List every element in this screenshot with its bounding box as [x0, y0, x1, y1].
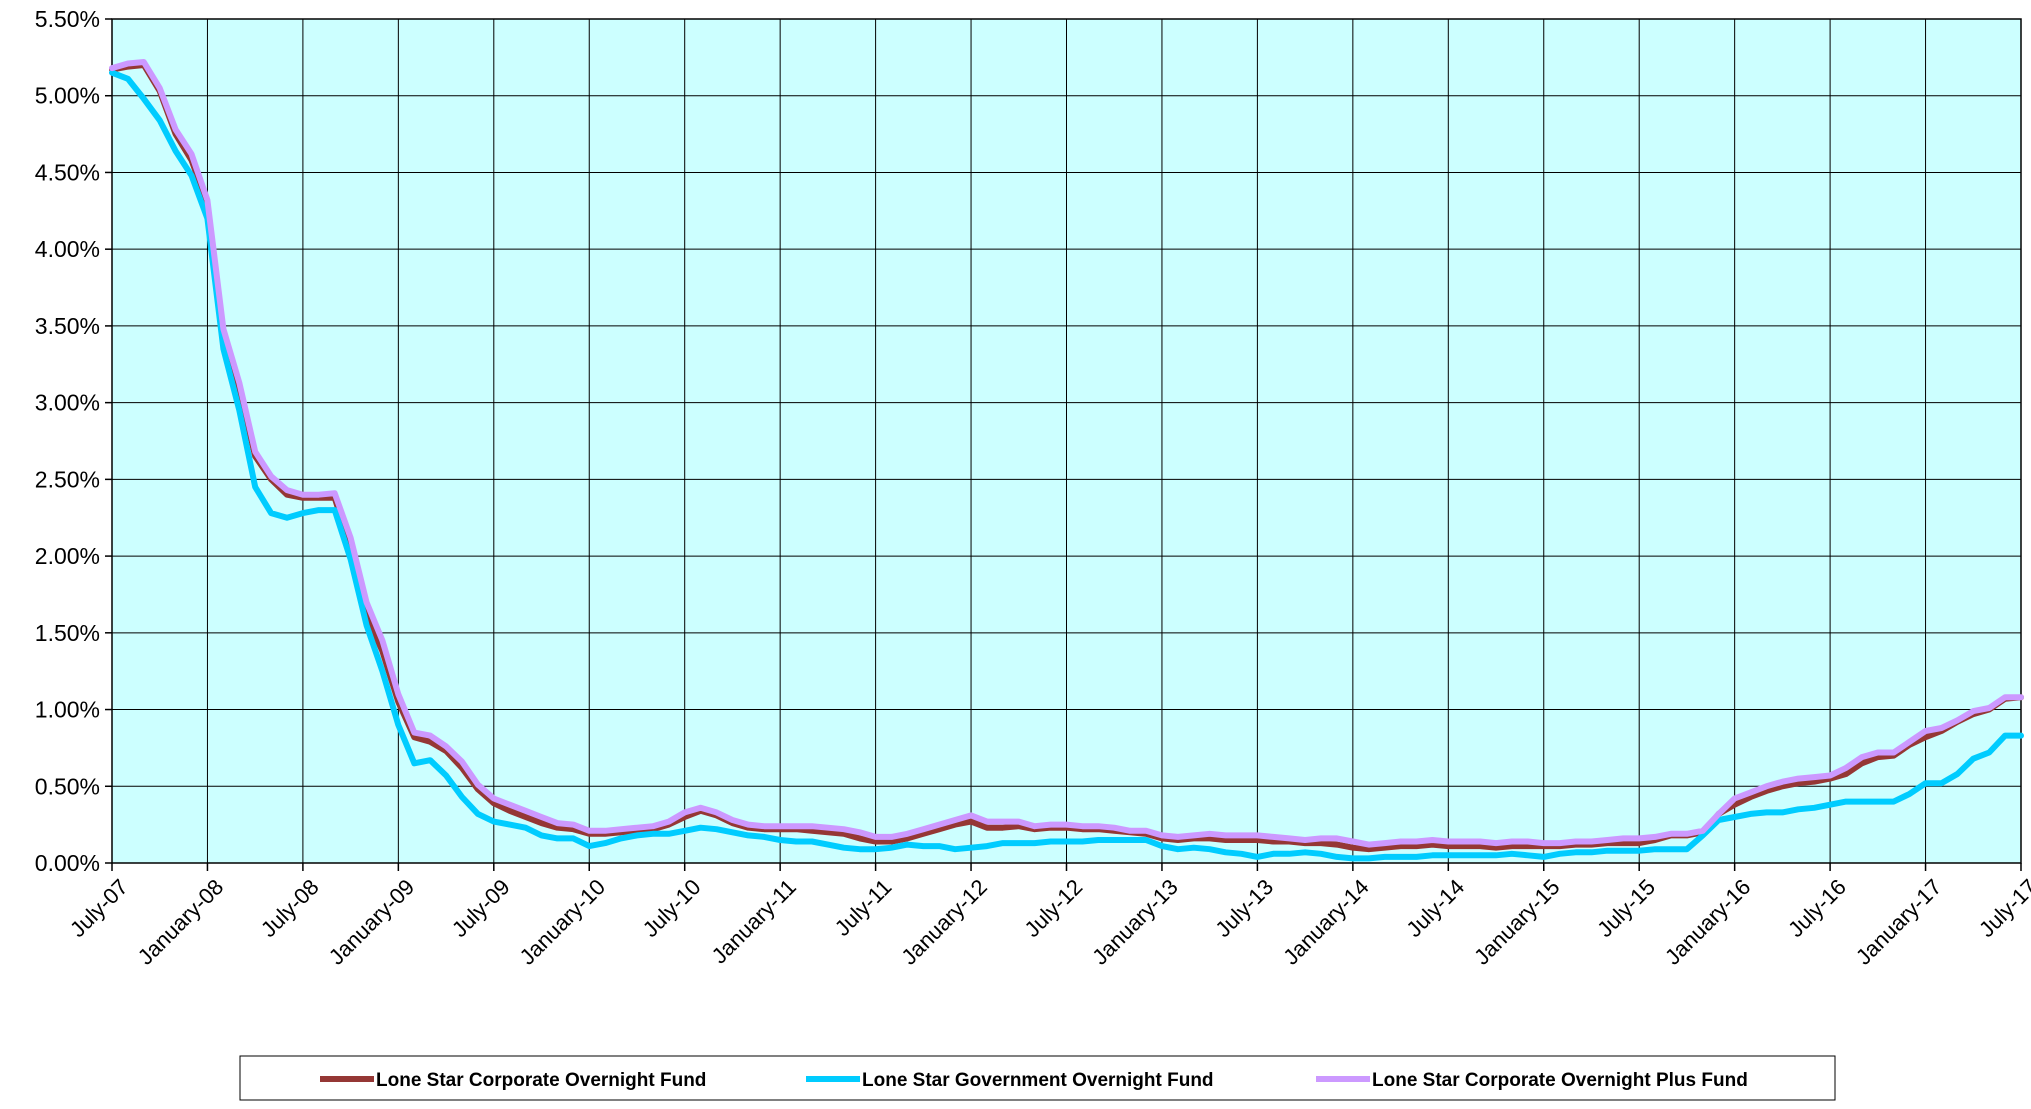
- x-tick-label: July-08: [256, 874, 324, 942]
- y-tick-label: 2.50%: [35, 466, 100, 492]
- x-tick-label: July-10: [638, 874, 706, 942]
- x-tick-label: July-14: [1401, 874, 1469, 942]
- grid-lines: [112, 19, 2021, 863]
- x-tick-label: July-16: [1783, 874, 1851, 942]
- x-tick-label: January-09: [324, 874, 420, 970]
- y-tick-label: 1.00%: [35, 697, 100, 723]
- series-lines: [109, 59, 2024, 862]
- x-axis: July-07 January-08 July-08 January-09 July-0…: [65, 863, 2031, 970]
- y-axis: 0.00% 0.50% 1.00% 1.50% 2.00% 2.50% 3.00% 3.50%…: [35, 6, 112, 876]
- x-tick-label: July-12: [1020, 874, 1088, 942]
- x-tick-label: January-08: [133, 874, 229, 970]
- y-tick-label: 4.00%: [35, 236, 100, 262]
- x-tick-label: July-09: [447, 874, 515, 942]
- y-tick-label: 4.50%: [35, 159, 100, 185]
- y-tick-label: 0.00%: [35, 850, 100, 876]
- legend-label-3: Lone Star Corporate Overnight Plus Fund: [1372, 1070, 1748, 1091]
- x-tick-label: January-14: [1278, 874, 1374, 970]
- y-tick-label: 3.50%: [35, 313, 100, 339]
- x-tick-label: January-10: [515, 874, 611, 970]
- x-tick-label: January-16: [1660, 874, 1756, 970]
- x-tick-label: July-17: [1974, 874, 2031, 942]
- x-tick-label: July-11: [830, 874, 897, 941]
- y-tick-label: 0.50%: [35, 773, 100, 799]
- x-tick-label: January-11: [707, 874, 801, 968]
- y-tick-label: 3.00%: [35, 390, 100, 416]
- x-tick-label: July-15: [1592, 874, 1660, 942]
- y-tick-label: 1.50%: [35, 620, 100, 646]
- x-tick-label: January-15: [1469, 874, 1565, 970]
- legend: Lone Star Corporate Overnight Fund Lone S…: [239, 1055, 1836, 1101]
- legend-label-2: Lone Star Government Overnight Fund: [862, 1070, 1214, 1091]
- x-tick-label: January-12: [896, 874, 992, 970]
- y-tick-label: 5.00%: [35, 83, 100, 109]
- y-tick-label: 5.50%: [35, 6, 100, 32]
- x-tick-label: January-13: [1087, 874, 1183, 970]
- x-tick-label: July-07: [65, 874, 133, 942]
- x-tick-label: July-13: [1210, 874, 1278, 942]
- x-tick-label: January-17: [1851, 874, 1947, 970]
- legend-box: [239, 1055, 1836, 1101]
- y-tick-label: 2.00%: [35, 543, 100, 569]
- series-line-3: [109, 59, 2024, 848]
- series-line-2: [109, 69, 2024, 862]
- legend-label-1: Lone Star Corporate Overnight Fund: [376, 1070, 706, 1091]
